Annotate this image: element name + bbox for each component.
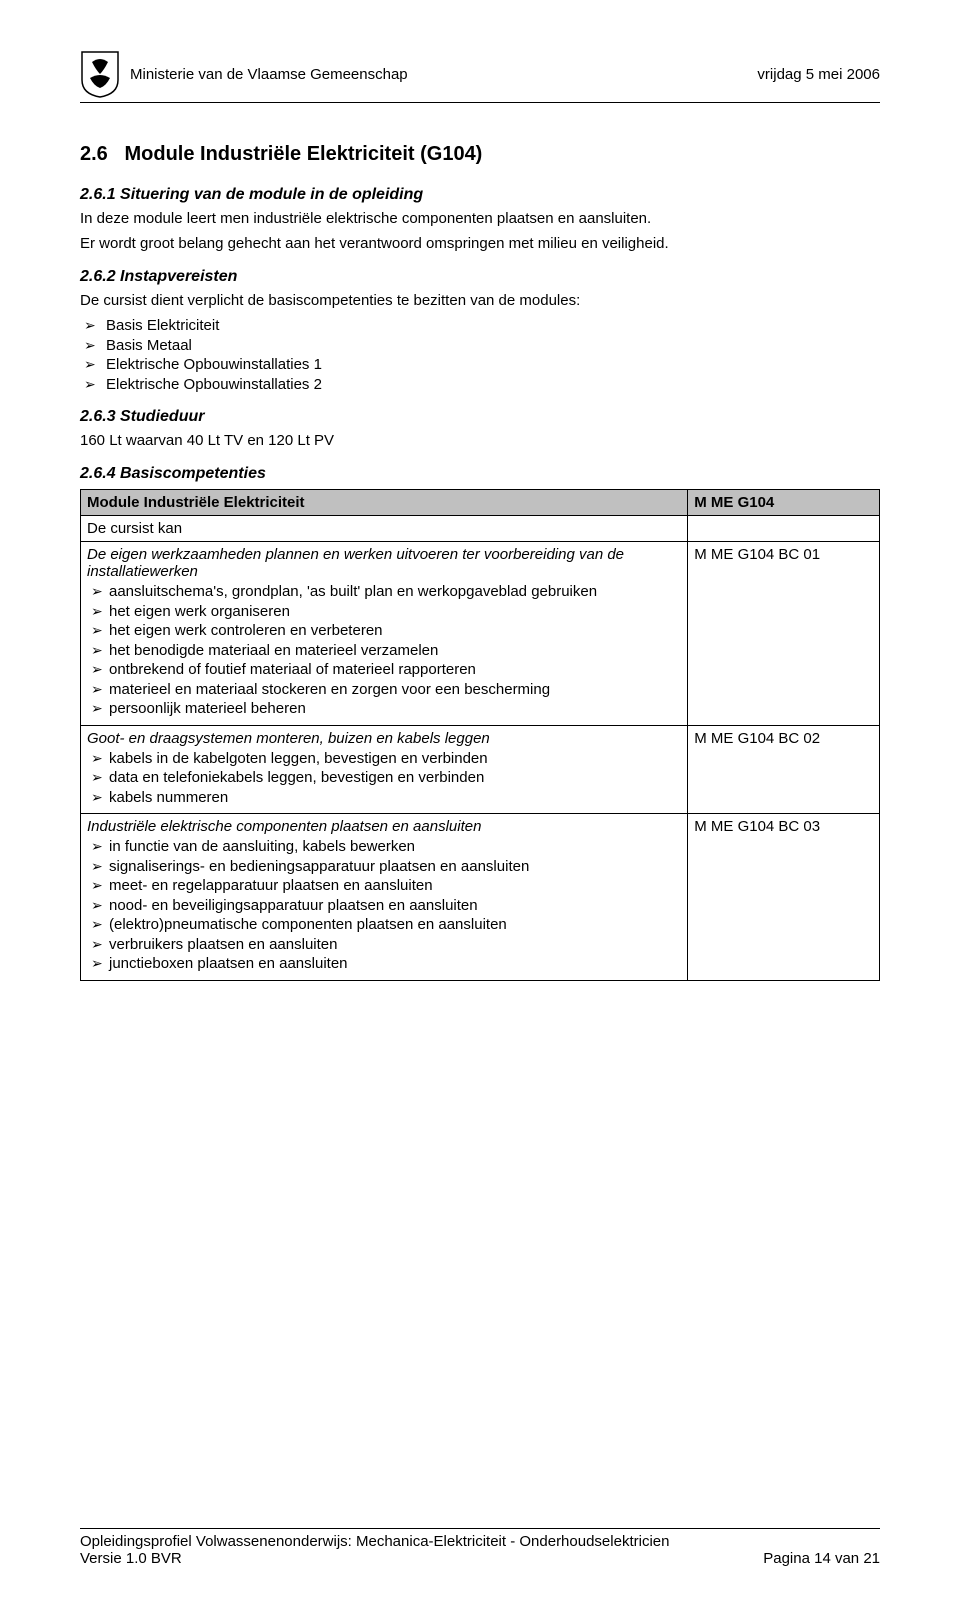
list-item: materieel en materiaal stockeren en zorg… (87, 680, 681, 700)
list-item: junctieboxen plaatsen en aansluiten (87, 954, 681, 974)
header-left: Ministerie van de Vlaamse Gemeenschap (80, 50, 408, 98)
para-s2-intro: De cursist dient verplicht de basiscompe… (80, 292, 880, 311)
table-cell-cursist: De cursist kan (81, 516, 688, 542)
list-item: verbruikers plaatsen en aansluiten (87, 935, 681, 955)
list-item: meet- en regelapparatuur plaatsen en aan… (87, 876, 681, 896)
para-s1-2: Er wordt groot belang gehecht aan het ve… (80, 235, 880, 254)
list-item: nood- en beveiligingsapparatuur plaatsen… (87, 896, 681, 916)
table-cell-empty (688, 516, 880, 542)
table-cell-row2: Goot- en draagsystemen monteren, buizen … (81, 725, 688, 814)
list-item: ontbrekend of foutief materiaal of mater… (87, 660, 681, 680)
section-number: 2.6 (80, 143, 108, 165)
list-item: aansluitschema's, grondplan, 'as built' … (87, 582, 681, 602)
footer-page: Pagina 14 van 21 (763, 1550, 880, 1567)
page: Ministerie van de Vlaamse Gemeenschap vr… (0, 0, 960, 1597)
row-list: in functie van de aansluiting, kabels be… (87, 837, 681, 974)
para-studieduur: 160 Lt waarvan 40 Lt TV en 120 Lt PV (80, 432, 880, 451)
list-item: Basis Metaal (80, 336, 880, 356)
list-item: Elektrische Opbouwinstallaties 2 (80, 375, 880, 395)
table-cell-code2: M ME G104 BC 02 (688, 725, 880, 814)
list-item: Elektrische Opbouwinstallaties 1 (80, 355, 880, 375)
list-item: persoonlijk materieel beheren (87, 699, 681, 719)
competencies-table: Module Industriële Elektriciteit M ME G1… (80, 489, 880, 981)
header-date: vrijdag 5 mei 2006 (757, 66, 880, 83)
list-instap: Basis Elektriciteit Basis Metaal Elektri… (80, 316, 880, 394)
table-cell-row3: Industriële elektrische componenten plaa… (81, 814, 688, 981)
para-s1-1: In deze module leert men industriële ele… (80, 210, 880, 229)
list-item: Basis Elektriciteit (80, 316, 880, 336)
table-cell-code1: M ME G104 BC 01 (688, 542, 880, 726)
list-item: (elektro)pneumatische componenten plaats… (87, 915, 681, 935)
footer-row: Versie 1.0 BVR Pagina 14 van 21 (80, 1550, 880, 1567)
table-header-code: M ME G104 (688, 490, 880, 516)
row-list: kabels in de kabelgoten leggen, bevestig… (87, 749, 681, 808)
row-title: Industriële elektrische componenten plaa… (87, 818, 481, 835)
table-cell-code3: M ME G104 BC 03 (688, 814, 880, 981)
subheading-situering: 2.6.1 Situering van de module in de ople… (80, 186, 880, 204)
list-item: signaliserings- en bedieningsapparatuur … (87, 857, 681, 877)
footer-line1: Opleidingsprofiel Volwassenenonderwijs: … (80, 1533, 880, 1550)
subheading-basiscomp: 2.6.4 Basiscompetenties (80, 465, 880, 483)
table-cell-row1: De eigen werkzaamheden plannen en werken… (81, 542, 688, 726)
subheading-studieduur: 2.6.3 Studieduur (80, 408, 880, 426)
table-header-module: Module Industriële Elektriciteit (81, 490, 688, 516)
list-item: kabels in de kabelgoten leggen, bevestig… (87, 749, 681, 769)
row-title: De eigen werkzaamheden plannen en werken… (87, 546, 624, 580)
section-heading: 2.6 Module Industriële Elektriciteit (G1… (80, 143, 880, 166)
header-org: Ministerie van de Vlaamse Gemeenschap (130, 66, 408, 83)
row-title: Goot- en draagsystemen monteren, buizen … (87, 730, 490, 747)
list-item: het eigen werk organiseren (87, 602, 681, 622)
list-item: het eigen werk controleren en verbeteren (87, 621, 681, 641)
list-item: het benodigde materiaal en materieel ver… (87, 641, 681, 661)
list-item: data en telefoniekabels leggen, bevestig… (87, 768, 681, 788)
page-header: Ministerie van de Vlaamse Gemeenschap vr… (80, 50, 880, 103)
list-item: in functie van de aansluiting, kabels be… (87, 837, 681, 857)
page-footer: Opleidingsprofiel Volwassenenonderwijs: … (80, 1528, 880, 1567)
crest-icon (80, 50, 120, 98)
row-list: aansluitschema's, grondplan, 'as built' … (87, 582, 681, 719)
section-title: Module Industriële Elektriciteit (G104) (124, 143, 482, 165)
list-item: kabels nummeren (87, 788, 681, 808)
subheading-instap: 2.6.2 Instapvereisten (80, 268, 880, 286)
footer-version: Versie 1.0 BVR (80, 1550, 182, 1567)
